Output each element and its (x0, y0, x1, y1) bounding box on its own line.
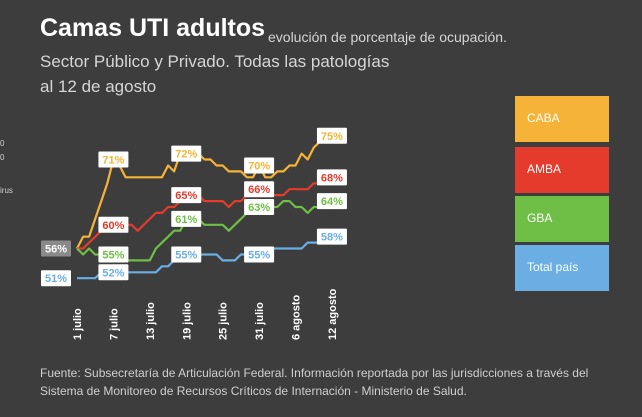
data-label-text: 55% (102, 249, 124, 261)
data-label-total-pais: 55% (171, 246, 202, 263)
data-label-amba: 65% (171, 187, 202, 204)
data-label-total-pais: 52% (98, 264, 129, 281)
legend-label: Total país (527, 260, 579, 274)
data-label-caba: 70% (244, 157, 275, 174)
legend-label: AMBA (527, 162, 562, 176)
data-label-gba: 55% (98, 246, 129, 263)
data-label-text: 61% (175, 214, 197, 226)
data-label-caba: 71% (98, 151, 129, 168)
data-label-gba: 56% (41, 240, 71, 257)
data-label-text: 72% (175, 149, 197, 161)
legend-label: GBA (527, 211, 553, 225)
data-label-box (171, 187, 202, 204)
data-label-text: 56% (45, 244, 67, 256)
series-line-amba (77, 176, 332, 250)
data-label-text: 71% (102, 155, 124, 167)
data-label-gba: 64% (316, 193, 347, 210)
data-label-text: 66% (248, 184, 270, 196)
legend-item-amba: AMBA (515, 147, 609, 193)
legend-item-caba: CABA (515, 96, 609, 142)
data-label-box (171, 210, 202, 227)
data-label-text: 55% (248, 249, 270, 261)
legend-item-total-pais: Total país (515, 245, 609, 291)
data-label-text: 60% (102, 220, 124, 232)
legend-label: CABA (527, 111, 560, 125)
data-label-box (171, 145, 202, 162)
data-label-text: 70% (248, 160, 270, 172)
legend-item-gba: GBA (515, 196, 609, 242)
data-label-text: 68% (321, 172, 343, 184)
data-label-box (98, 151, 129, 168)
data-label-text: 58% (321, 232, 343, 244)
edge-mark-1: 0 (0, 139, 5, 148)
data-label-text: 52% (102, 267, 124, 279)
data-label-box (244, 246, 275, 263)
data-label-box (244, 157, 275, 174)
data-label-amba: 60% (98, 216, 129, 233)
data-label-box (98, 264, 129, 281)
data-label-text: 63% (248, 202, 270, 214)
data-label-total-pais: 55% (244, 246, 275, 263)
data-label-text: 51% (45, 273, 67, 285)
data-label-gba: 63% (244, 199, 275, 215)
data-label-box (244, 181, 275, 198)
x-tick-label: 6 agosto (291, 294, 303, 340)
x-tick-label: 13 julio (145, 302, 157, 340)
data-label-amba: 68% (316, 169, 347, 186)
data-label-text: 65% (175, 190, 197, 202)
data-label-total-pais: 58% (316, 228, 347, 245)
data-label-text: 55% (175, 249, 197, 261)
x-tick-label: 7 julio (108, 308, 120, 340)
data-label-total-pais: 51% (41, 270, 71, 287)
data-label-box (244, 199, 275, 215)
chart-subtitle-line3: al 12 de agosto (40, 77, 157, 96)
data-label-caba: 72% (171, 145, 202, 162)
data-label-box (98, 246, 129, 263)
x-tick-label: 19 julio (181, 302, 193, 340)
x-tick-label: 1 julio (72, 308, 84, 340)
x-tick-label: 25 julio (218, 302, 230, 340)
data-label-box (316, 169, 347, 186)
data-label-text: 64% (321, 196, 343, 208)
chart-subtitle-inline: evolución de porcentaje de ocupación. (268, 29, 507, 45)
data-label-box (316, 193, 347, 210)
chart-subtitle-line2: Sector Público y Privado. Todas las pato… (40, 52, 390, 71)
data-label-box (41, 270, 71, 287)
data-label-caba: 75% (316, 127, 347, 144)
data-label-gba: 61% (171, 210, 202, 227)
data-label-box (171, 246, 202, 263)
x-tick-label: 12 agosto (327, 288, 339, 340)
edge-mark-3: irus (0, 186, 13, 195)
data-label-text: 75% (321, 131, 343, 143)
edge-mark-2: 0 (0, 153, 5, 162)
data-label-box (41, 240, 71, 257)
data-label-amba: 66% (244, 181, 275, 198)
source-note-line1: Fuente: Subsecretaría de Articulación Fe… (40, 366, 589, 380)
data-label-box (98, 216, 129, 233)
source-note-line2: Sistema de Monitoreo de Recursos Crítico… (40, 384, 467, 398)
data-label-box (316, 127, 347, 144)
data-label-box (316, 228, 347, 245)
x-tick-label: 31 julio (254, 302, 266, 340)
chart-title: Camas UTI adultos (40, 14, 266, 42)
